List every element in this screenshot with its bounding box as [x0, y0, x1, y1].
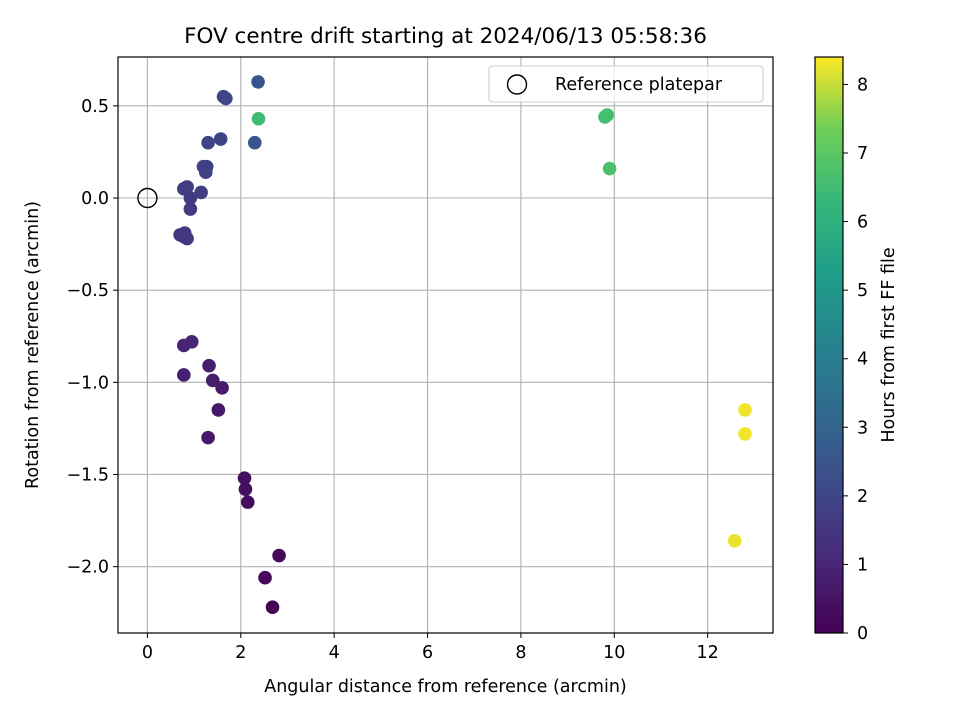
data-point: [258, 570, 272, 585]
plot-frame: [117, 56, 774, 634]
data-point: [205, 373, 220, 388]
data-point: [202, 358, 216, 373]
data-point: [211, 403, 226, 417]
x-axis-label: Angular distance from reference (arcmin): [264, 677, 627, 697]
data-point: [238, 482, 253, 497]
x-tick-label: 2: [235, 643, 246, 663]
colorbar-tick-label: 0: [857, 624, 868, 644]
y-axis-ticks: 0.5 0.0 −0.5 −1.0 −1.5 −2.0: [67, 97, 118, 578]
y-tick-label: 0.5: [81, 97, 109, 117]
legend-label-reference: Reference platepar: [555, 75, 723, 95]
data-point: [215, 381, 229, 395]
y-tick-label: −1.0: [67, 373, 110, 393]
x-tick-label: 4: [329, 643, 340, 663]
x-tick-label: 0: [142, 643, 153, 663]
colorbar-tick-label: 8: [857, 75, 868, 95]
reference-platepar-marker: [137, 187, 158, 209]
data-point: [265, 600, 280, 614]
colorbar-tick-label: 7: [857, 144, 868, 164]
data-point: [177, 226, 192, 240]
colorbar-tick-label: 2: [857, 487, 868, 507]
colorbar-tick-label: 6: [857, 213, 868, 233]
data-point: [251, 75, 265, 89]
x-tick-label: 12: [696, 643, 718, 663]
x-axis-ticks: 0 2 4 6 8 10 12: [142, 633, 719, 663]
data-point: [177, 368, 191, 382]
data-point: [602, 161, 617, 176]
chart-title: FOV centre drift starting at 2024/06/13 …: [184, 24, 707, 49]
colorbar-ticks: 0 1 2 3 4 5 6 7 8: [843, 75, 868, 644]
data-point: [183, 202, 198, 216]
data-point: [600, 108, 615, 122]
data-point: [727, 534, 742, 548]
data-point: [201, 135, 215, 150]
legend-marker-reference: [506, 74, 528, 95]
data-point: [184, 334, 199, 349]
grid: [118, 57, 773, 633]
data-points: [137, 75, 752, 614]
y-tick-label: −0.5: [67, 281, 110, 301]
data-point: [219, 91, 233, 106]
x-tick-label: 6: [422, 643, 433, 663]
y-tick-label: −1.5: [67, 465, 110, 485]
colorbar-tick-label: 4: [857, 350, 868, 370]
colorbar-label: Hours from first FF file: [879, 247, 899, 442]
data-point: [738, 427, 752, 441]
colorbar-gradient: [814, 56, 844, 634]
y-axis-label: Rotation from reference (arcmin): [23, 201, 43, 489]
data-point: [247, 135, 262, 150]
colorbar: 0 1 2 3 4 5 6 7 8 Hours from first FF file: [814, 56, 899, 644]
colorbar-tick-label: 5: [857, 281, 868, 301]
data-point: [251, 111, 266, 126]
legend-box: [488, 65, 764, 103]
data-point: [199, 159, 214, 174]
x-tick-label: 10: [603, 643, 625, 663]
data-point: [738, 403, 752, 417]
x-tick-label: 8: [515, 643, 526, 663]
data-point: [201, 430, 215, 445]
data-point: [213, 132, 228, 146]
data-point: [180, 180, 194, 194]
y-tick-label: 0.0: [81, 189, 109, 209]
data-point: [272, 548, 286, 563]
data-point: [240, 495, 255, 509]
colorbar-tick-label: 3: [857, 418, 868, 438]
y-tick-label: −2.0: [67, 558, 110, 578]
colorbar-tick-label: 1: [857, 555, 868, 575]
legend: Reference platepar: [488, 65, 764, 103]
data-point: [194, 185, 208, 200]
data-point: [237, 471, 252, 485]
